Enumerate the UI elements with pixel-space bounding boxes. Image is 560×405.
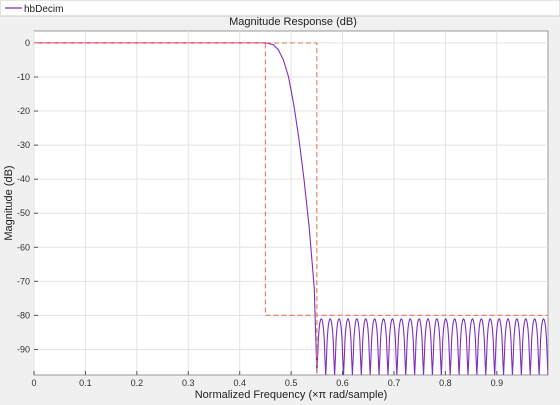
y-tick-label: 0: [25, 38, 30, 48]
y-tick-label: -10: [17, 72, 30, 82]
legend: hbDecim: [0, 0, 560, 17]
x-tick-label: 0.5: [285, 378, 298, 388]
legend-background: [0, 0, 560, 17]
series-line-mask: [34, 42, 548, 375]
x-tick-label: 0.4: [233, 378, 246, 388]
x-tick-label: 0.3: [182, 378, 195, 388]
chart-title: Magnitude Response (dB): [229, 16, 357, 28]
x-tick-label: 0.8: [439, 378, 452, 388]
x-axis-label: Normalized Frequency (×π rad/sample): [195, 389, 388, 401]
y-tick-label: -80: [17, 310, 30, 320]
x-tick-label: 0.1: [79, 378, 92, 388]
y-tick-label: -70: [17, 276, 30, 286]
legend-label-hbdecim[interactable]: hbDecim: [24, 4, 63, 15]
x-tick-label: 0.2: [131, 378, 144, 388]
y-axis-label: Magnitude (dB): [3, 165, 15, 240]
y-tick-label: -40: [17, 174, 30, 184]
y-tick-label: -30: [17, 140, 30, 150]
grid: [33, 31, 548, 375]
x-tick-label: 0.6: [336, 378, 349, 388]
series-line-hbdecim: [34, 42, 548, 375]
y-tick-label: -90: [17, 344, 30, 354]
x-tick-label: 0.9: [491, 378, 504, 388]
y-tick-label: -50: [17, 208, 30, 218]
x-tick-label: 0: [31, 378, 36, 388]
x-tick-label: 0.7: [388, 378, 401, 388]
y-tick-label: -20: [17, 106, 30, 116]
x-axis: 0 0.1 0.2 0.3 0.4 0.5 0.6 0.7 0.8 0.9: [31, 371, 503, 388]
y-tick-label: -60: [17, 242, 30, 252]
